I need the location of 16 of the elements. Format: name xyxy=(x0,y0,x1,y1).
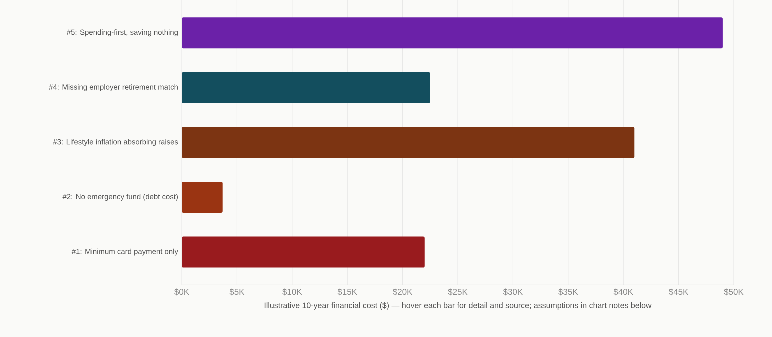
x-tick-label: $15K xyxy=(338,288,358,296)
x-tick-label: $40K xyxy=(614,288,634,296)
bar xyxy=(182,127,635,158)
bar xyxy=(182,72,430,104)
x-tick-label: $5K xyxy=(230,288,245,296)
x-tick-label: $35K xyxy=(558,288,578,296)
x-tick-label: $20K xyxy=(393,288,413,296)
x-tick-label: $45K xyxy=(669,288,689,296)
x-tick-label: $30K xyxy=(503,288,523,296)
x-tick-label: $10K xyxy=(282,288,302,296)
x-tick-label: $25K xyxy=(448,288,468,296)
bar xyxy=(182,236,425,268)
bar xyxy=(182,17,723,48)
x-tick-label: $0K xyxy=(174,288,190,296)
bar xyxy=(182,182,223,213)
x-tick-label: $50K xyxy=(724,288,744,296)
